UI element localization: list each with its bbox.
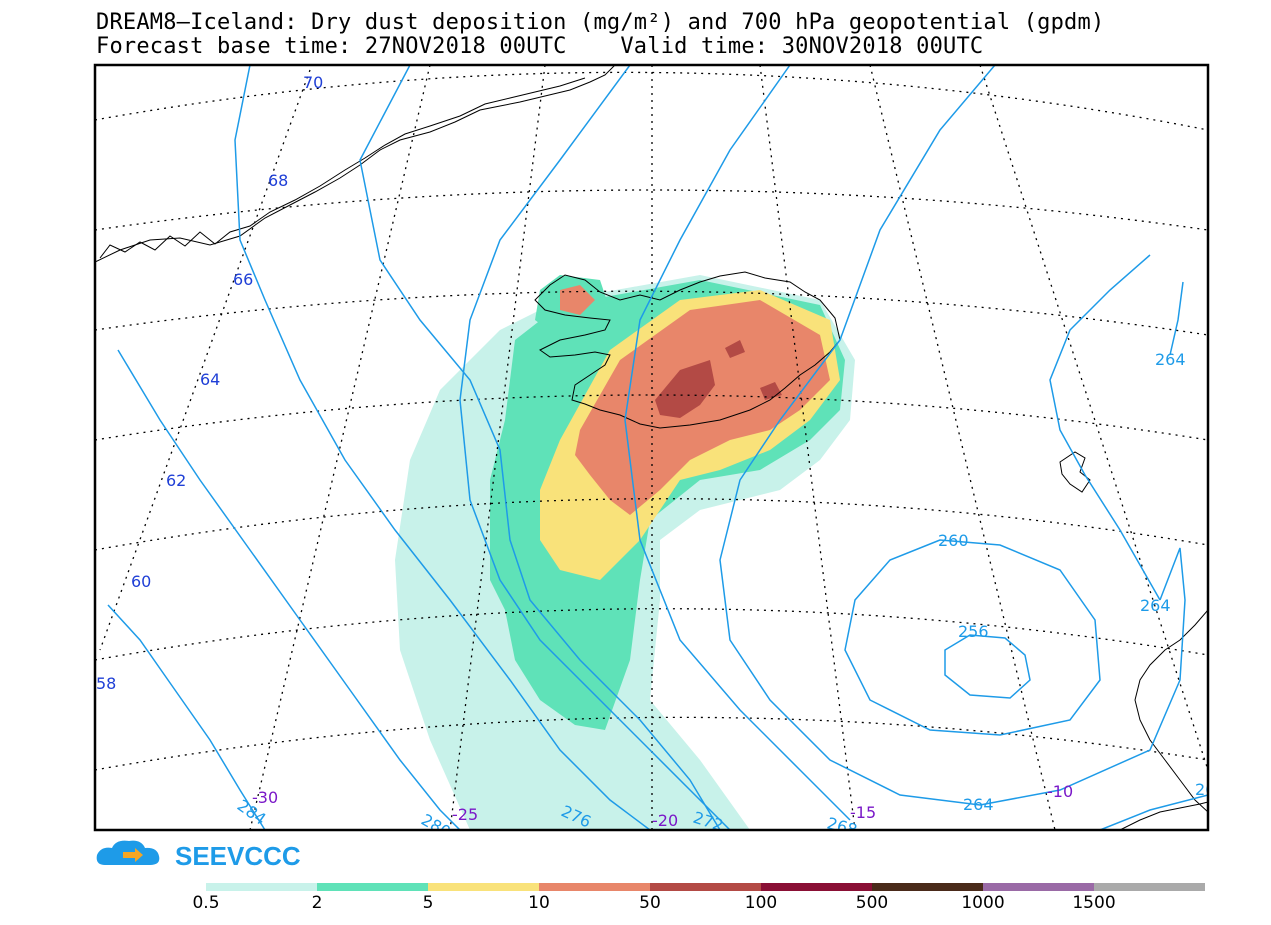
logo-text: SEEVCCC (175, 841, 301, 871)
lat-70 (95, 0, 1208, 40)
colorbar-swatch-8 (1094, 883, 1205, 891)
geo-label-264-se: 264 (1140, 596, 1171, 615)
colorbar-swatch-6 (872, 883, 983, 891)
colorbar-label-1000: 1000 (961, 893, 1005, 913)
cloud-arrow-icon: SEEVCCC (96, 840, 301, 871)
geo-label-264-south: 264 (963, 795, 994, 814)
lon-label-15: -15 (850, 803, 876, 822)
lon-label-20: -20 (652, 811, 678, 830)
geo-label-260: 260 (938, 531, 969, 550)
lat-label-64: 64 (200, 370, 220, 389)
lon-30 (249, 65, 431, 830)
dust-level-50c (760, 382, 782, 400)
map-area: 70 68 66 64 62 60 58 -30 -25 -20 -15 -10… (95, 0, 1215, 842)
iceland-coast (534, 271, 841, 429)
geo-label-256: 256 (958, 622, 989, 641)
colorbar-swatch-5 (761, 883, 872, 891)
contour-272 (359, 65, 721, 830)
greenland-coast-detail (99, 77, 586, 259)
contour-272b (459, 65, 731, 830)
lon-label-30: -30 (252, 788, 278, 807)
lat-62 (95, 394, 1208, 441)
lon-10 (869, 65, 1056, 830)
colorbar-swatch-7 (983, 883, 1094, 891)
lon-5 (979, 65, 1208, 771)
contour-26x (1099, 794, 1208, 830)
geopotential-contours (107, 65, 1208, 830)
contour-264-east (1049, 254, 1161, 601)
map-frame (93, 63, 1210, 832)
coastlines (95, 65, 1208, 830)
dust-level-10 (575, 300, 830, 515)
dust-level-50 (655, 360, 715, 418)
contour-268 (624, 65, 851, 821)
lat-label-70: 70 (303, 73, 323, 92)
contour-260 (844, 539, 1101, 736)
contour-280 (117, 349, 461, 830)
faroe-islands (1059, 451, 1091, 493)
contour-276 (234, 65, 651, 830)
dust-field (395, 275, 855, 830)
lon-25 (449, 65, 546, 830)
colorbar-swatch-0 (206, 883, 317, 891)
colorbar-label-50: 50 (639, 893, 661, 913)
norway-coast (1134, 609, 1208, 813)
contour-264-ne (1169, 281, 1184, 356)
geo-label-26: 26 (1195, 780, 1215, 799)
colorbar-label-2: 2 (311, 893, 323, 913)
geo-label-264-east: 264 (1155, 350, 1186, 369)
longitude-labels: -30 -25 -20 -15 -10 (252, 782, 1073, 830)
contour-256 (944, 634, 1031, 699)
norway-coast-b (1119, 801, 1208, 830)
lat-label-66: 66 (233, 270, 253, 289)
colorbar-swatch-4 (650, 883, 761, 891)
colorbar-label-0.5: 0.5 (192, 893, 220, 913)
lat-label-58: 58 (96, 674, 116, 693)
colorbar-label-100: 100 (744, 893, 778, 913)
geo-label-280: 280 (418, 810, 454, 842)
colorbar-label-10: 10 (528, 893, 550, 913)
contour-264-center (719, 65, 1186, 806)
lat-label-68: 68 (268, 171, 288, 190)
lat-58 (95, 608, 1208, 661)
lon-label-25: -25 (452, 805, 478, 824)
lat-label-60: 60 (131, 572, 151, 591)
lon-label-10: -10 (1047, 782, 1073, 801)
lon-15 (759, 65, 856, 830)
lat-60 (95, 498, 1208, 551)
dust-nw-fjords-inner (560, 285, 595, 315)
lon-35 (99, 69, 311, 651)
latitude-labels: 70 68 66 64 62 60 58 (96, 73, 323, 693)
lat-label-62: 62 (166, 471, 186, 490)
seevccc-logo: SEEVCCC (95, 835, 305, 877)
lat-66 (95, 189, 1208, 231)
colorbar-labels: 0.5 2 5 10 50 100 500 1000 1500 (0, 893, 1271, 913)
colorbar-label-1500: 1500 (1072, 893, 1116, 913)
colorbar (206, 883, 1205, 891)
greenland-coast (95, 65, 616, 263)
colorbar-swatch-1 (317, 883, 428, 891)
dust-level-50b (725, 340, 745, 358)
forecast-times: Forecast base time: 27NOV2018 00UTC Vali… (96, 34, 984, 59)
colorbar-label-5: 5 (422, 893, 434, 913)
graticule (95, 0, 1208, 830)
map-title: DREAM8–Iceland: Dry dust deposition (mg/… (96, 10, 1105, 35)
contour-284 (107, 604, 266, 830)
colorbar-swatch-2 (428, 883, 539, 891)
colorbar-label-500: 500 (855, 893, 889, 913)
lat-68 (95, 71, 1208, 131)
lat-56 (95, 716, 1208, 771)
colorbar-swatch-3 (539, 883, 650, 891)
